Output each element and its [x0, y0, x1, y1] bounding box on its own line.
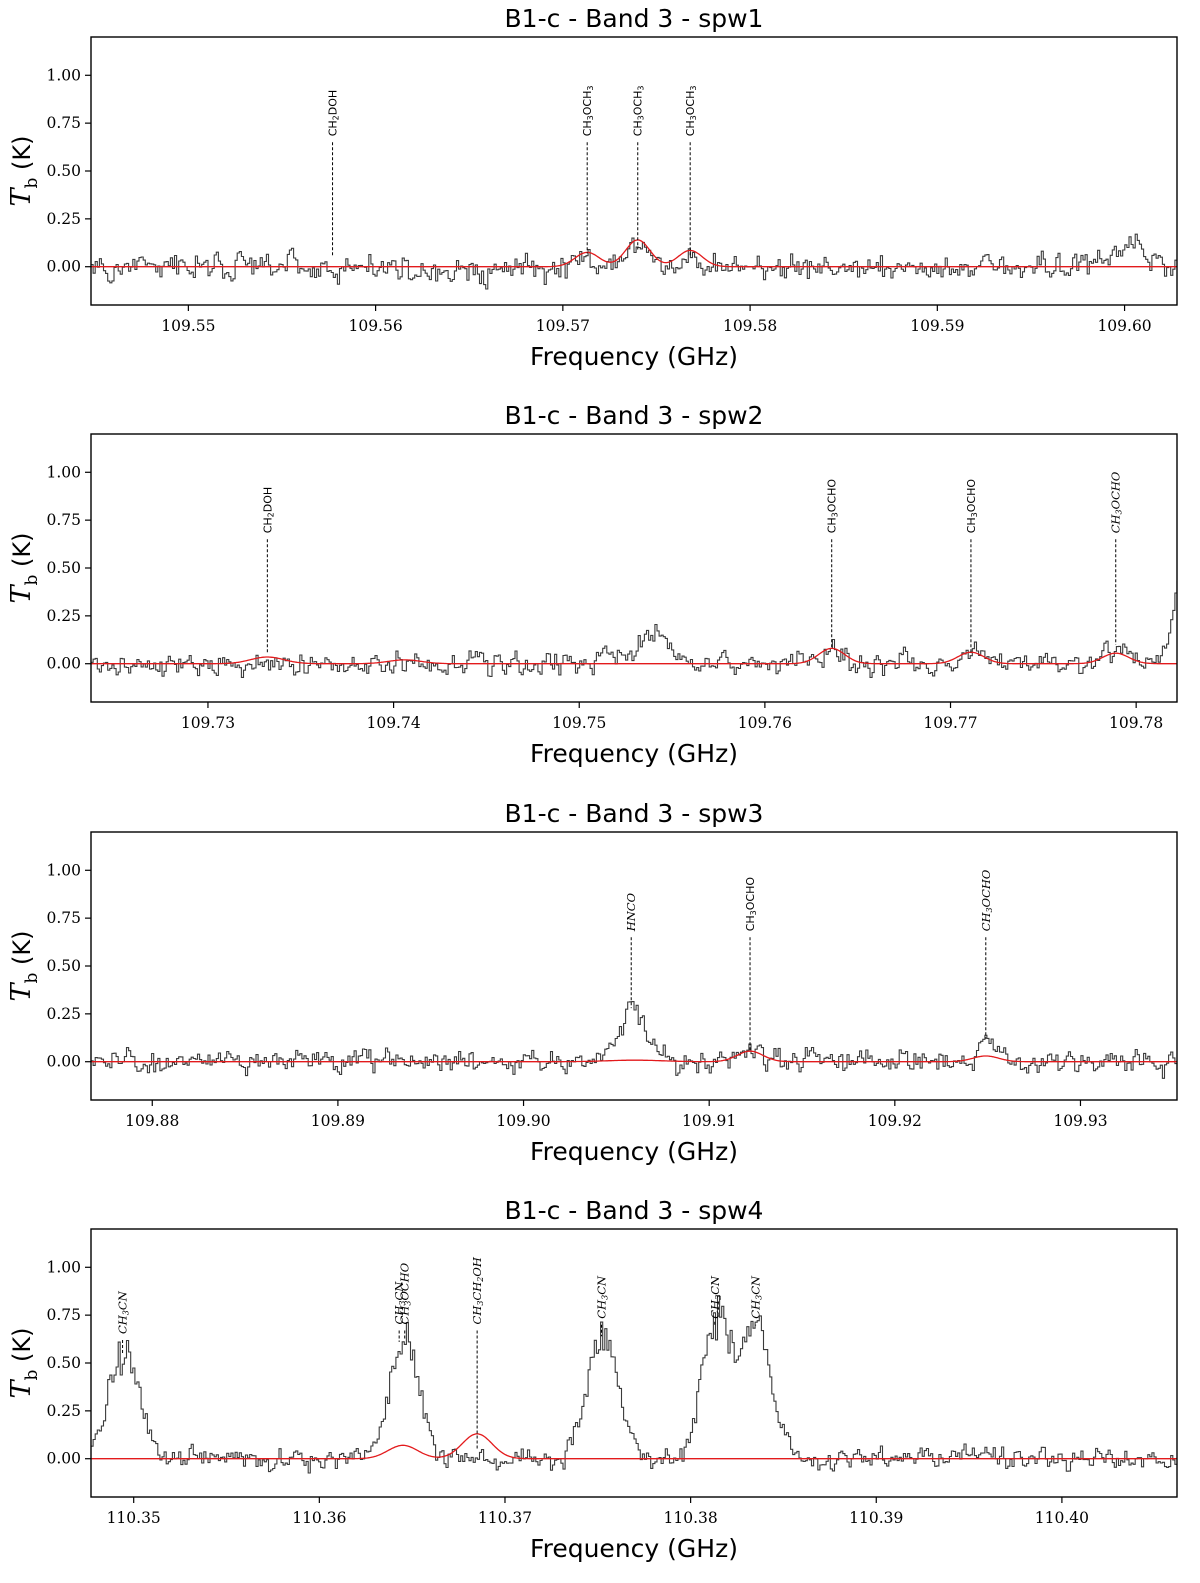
y-tick-label: 0.50: [46, 957, 81, 975]
y-tick-label: 1.00: [46, 66, 81, 84]
x-tick-label: 110.37: [478, 1509, 532, 1527]
plot-frame: [90, 433, 1178, 703]
x-tick-label: 110.38: [663, 1509, 717, 1527]
y-axis-label: Tb (K): [6, 136, 42, 207]
plot-frame: [90, 1228, 1178, 1498]
x-tick-label: 110.36: [292, 1509, 346, 1527]
x-tick-label: 110.35: [107, 1509, 161, 1527]
model-spectrum: [91, 1050, 1177, 1063]
panel-3: B1-c - Band 3 - spw3 Frequency (GHz) Tb (K…: [6, 799, 1178, 1166]
y-axis-label: Tb (K): [6, 533, 42, 604]
y-tick-label: 0.50: [46, 559, 81, 577]
x-axis-label: Frequency (GHz): [530, 342, 738, 371]
x-tick-label: 109.56: [348, 317, 402, 335]
x-tick-label: 109.93: [1053, 1112, 1107, 1130]
y-tick-label: 0.00: [46, 1053, 81, 1071]
plot-frame: [90, 831, 1178, 1101]
x-tick-label: 109.59: [910, 317, 964, 335]
x-tick-label: 109.74: [366, 714, 420, 732]
line-id-label: CH3OCHO: [979, 869, 994, 931]
y-tick-label: 1.00: [46, 861, 81, 879]
y-tick-label: 0.50: [46, 1354, 81, 1372]
panel-2: B1-c - Band 3 - spw2 Frequency (GHz) Tb (K…: [6, 401, 1178, 768]
observed-spectrum: [91, 1295, 1177, 1474]
line-id-label: CH3CN: [116, 1290, 131, 1334]
x-tick-label: 109.55: [161, 317, 215, 335]
line-id-label: CH2DOH: [327, 90, 341, 136]
y-axis-label: Tb (K): [6, 931, 42, 1002]
x-axis-label: Frequency (GHz): [530, 1137, 738, 1166]
x-tick-label: 109.58: [723, 317, 777, 335]
y-tick-label: 0.00: [46, 1450, 81, 1468]
x-tick-label: 109.57: [536, 317, 590, 335]
model-spectrum: [91, 647, 1177, 665]
x-tick-label: 109.90: [496, 1112, 550, 1130]
line-id-label: CH3OCHO: [398, 1262, 413, 1324]
x-axis-label: Frequency (GHz): [530, 1534, 738, 1563]
y-tick-label: 1.00: [46, 1258, 81, 1276]
y-tick-label: 0.75: [46, 511, 81, 529]
line-id-label: CH3OCHO: [826, 479, 840, 534]
x-tick-label: 109.77: [923, 714, 977, 732]
x-tick-label: 109.88: [125, 1112, 179, 1130]
x-tick-label: 109.60: [1097, 317, 1151, 335]
x-tick-label: 110.40: [1035, 1509, 1089, 1527]
observed-spectrum: [91, 580, 1177, 678]
line-id-label: CH3CH2OH: [470, 1256, 485, 1324]
y-tick-label: 0.25: [46, 607, 81, 625]
panel-title: B1-c - Band 3 - spw2: [505, 401, 764, 430]
line-id-label: CH3OCHO: [744, 877, 758, 932]
x-tick-label: 109.78: [1109, 714, 1163, 732]
y-tick-label: 0.75: [46, 1306, 81, 1324]
plot-frame: [90, 36, 1178, 306]
y-tick-label: 0.25: [46, 1005, 81, 1023]
panel-title: B1-c - Band 3 - spw4: [505, 1196, 764, 1225]
line-id-label: CH3CN: [392, 1281, 407, 1325]
panel-4: B1-c - Band 3 - spw4 Frequency (GHz) Tb (K…: [6, 1196, 1178, 1563]
panel-1: B1-c - Band 3 - spw1 Frequency (GHz) Tb (K…: [6, 4, 1178, 371]
line-id-label: CH3OCHO: [1109, 471, 1124, 533]
line-id-label: CH3OCHO: [965, 479, 979, 534]
x-tick-label: 109.89: [311, 1112, 365, 1130]
y-tick-label: 0.75: [46, 114, 81, 132]
y-tick-label: 0.00: [46, 655, 81, 673]
line-id-label: CH3CN: [595, 1275, 610, 1319]
y-tick-label: 0.25: [46, 210, 81, 228]
panel-title: B1-c - Band 3 - spw1: [505, 4, 764, 33]
model-spectrum: [91, 239, 1177, 268]
x-tick-label: 109.91: [682, 1112, 736, 1130]
y-tick-label: 1.00: [46, 463, 81, 481]
y-axis-label: Tb (K): [6, 1328, 42, 1399]
line-id-label: CH3CN: [749, 1275, 764, 1319]
line-id-label: HNCO: [624, 892, 638, 932]
line-id-label: CH3OCH3: [581, 86, 595, 137]
y-tick-label: 0.50: [46, 162, 81, 180]
x-tick-label: 109.76: [738, 714, 792, 732]
x-tick-label: 110.39: [849, 1509, 903, 1527]
line-id-label: CH3CN: [708, 1275, 723, 1319]
line-id-label: CH3OCH3: [632, 86, 646, 137]
y-tick-label: 0.00: [46, 258, 81, 276]
observed-spectrum: [91, 233, 1177, 290]
x-tick-label: 109.73: [181, 714, 235, 732]
y-tick-label: 0.25: [46, 1402, 81, 1420]
line-id-label: CH3OCH3: [684, 86, 698, 137]
x-tick-label: 109.75: [552, 714, 606, 732]
panel-title: B1-c - Band 3 - spw3: [505, 799, 764, 828]
x-axis-label: Frequency (GHz): [530, 739, 738, 768]
y-tick-label: 0.75: [46, 909, 81, 927]
line-id-label: CH2DOH: [261, 487, 275, 533]
x-tick-label: 109.92: [868, 1112, 922, 1130]
observed-spectrum: [91, 1001, 1177, 1079]
model-spectrum: [91, 1433, 1177, 1460]
